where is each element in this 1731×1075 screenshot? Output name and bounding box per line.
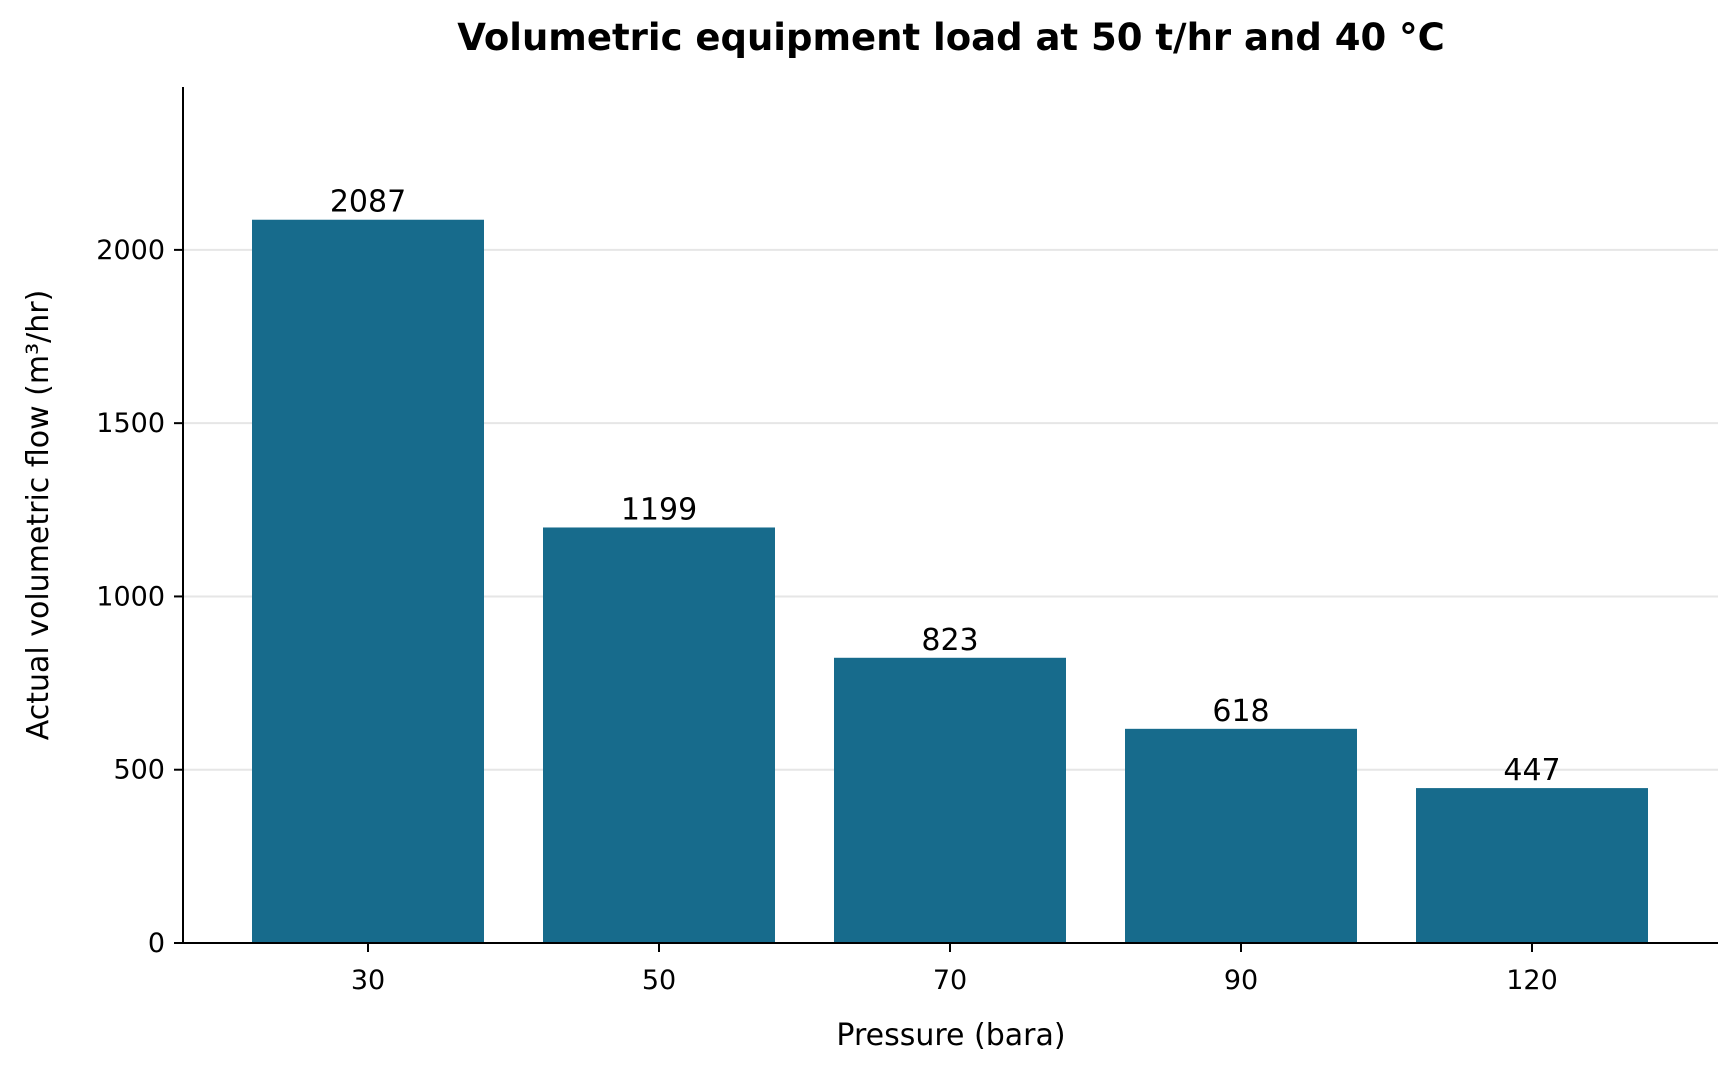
bar (1125, 728, 1357, 943)
x-tick-label: 70 (933, 965, 967, 996)
y-tick-label: 500 (113, 755, 165, 786)
bar (252, 219, 484, 943)
axes: 0 500 1000 1500 2000 30 50 70 90 120 (96, 87, 1718, 996)
bar (834, 657, 1066, 943)
data-labels: 2087 1199 823 618 447 (330, 185, 1561, 788)
bar-value-label: 2087 (330, 185, 406, 220)
y-tick-label: 0 (148, 928, 165, 959)
bars (252, 219, 1648, 943)
x-tick-label: 120 (1506, 965, 1558, 996)
bar-value-label: 823 (921, 623, 978, 658)
bar (1416, 788, 1648, 943)
bar-value-label: 618 (1212, 694, 1269, 729)
bar (543, 527, 775, 943)
x-axis-label: Pressure (bara) (836, 1018, 1065, 1053)
bar-value-label: 447 (1503, 753, 1560, 788)
bar-value-label: 1199 (621, 492, 697, 527)
x-tick-label: 90 (1224, 965, 1258, 996)
y-axis-label: Actual volumetric flow (m³/hr) (21, 290, 56, 741)
y-tick-label: 1000 (96, 581, 165, 612)
y-tick-label: 1500 (96, 408, 165, 439)
x-tick-label: 30 (351, 965, 385, 996)
y-tick-label: 2000 (96, 235, 165, 266)
x-tick-label: 50 (642, 965, 676, 996)
chart-title: Volumetric equipment load at 50 t/hr and… (457, 16, 1445, 59)
